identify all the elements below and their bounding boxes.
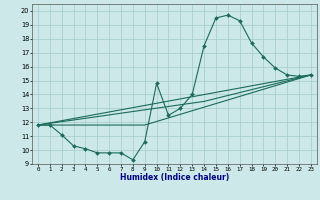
X-axis label: Humidex (Indice chaleur): Humidex (Indice chaleur) bbox=[120, 173, 229, 182]
